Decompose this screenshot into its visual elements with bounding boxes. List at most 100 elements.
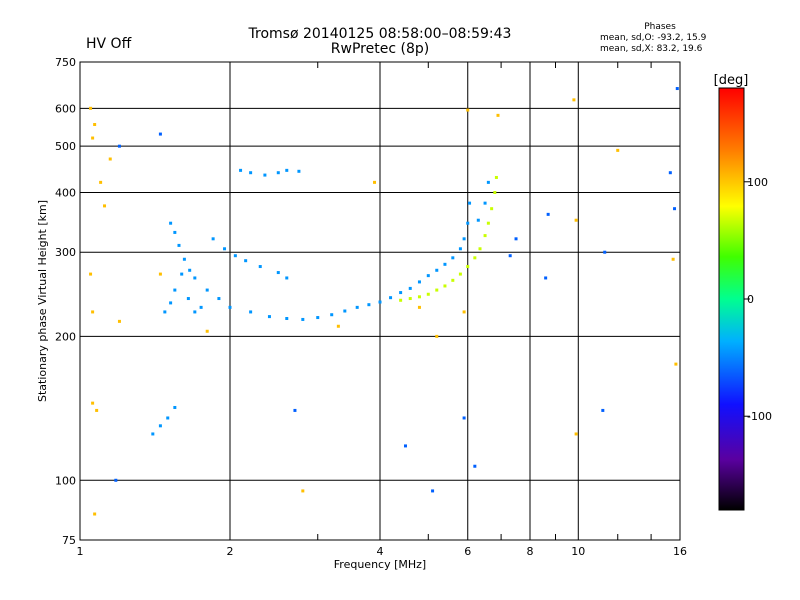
data-point	[399, 298, 403, 302]
data-point	[166, 416, 170, 420]
colorbar-tick-label: -100	[747, 410, 772, 423]
data-point	[228, 305, 232, 309]
data-point	[117, 319, 121, 323]
data-point	[316, 316, 320, 320]
data-point	[466, 221, 470, 225]
data-point	[244, 259, 248, 263]
data-point	[508, 254, 512, 258]
data-point	[616, 148, 620, 152]
data-point	[476, 218, 480, 222]
x-tick-label: 4	[377, 545, 384, 558]
data-point	[466, 108, 470, 112]
data-point	[233, 254, 237, 258]
data-point	[451, 256, 455, 260]
colorbar-ticks: 100 0 -100	[744, 176, 772, 423]
data-point	[173, 288, 177, 292]
x-tick-label: 2	[227, 545, 234, 558]
data-point	[493, 190, 497, 194]
data-point	[490, 207, 494, 211]
data-point	[468, 201, 472, 205]
data-point	[399, 291, 403, 295]
data-point	[668, 171, 672, 175]
data-point	[117, 144, 121, 148]
x-tick-label: 1	[77, 545, 84, 558]
data-point	[180, 272, 184, 276]
y-tick-label: 400	[55, 186, 76, 199]
data-point	[426, 292, 430, 296]
data-point	[193, 276, 197, 280]
data-point	[93, 123, 97, 127]
data-point	[91, 401, 95, 405]
data-point	[389, 296, 393, 300]
data-point	[336, 324, 340, 328]
data-point	[574, 432, 578, 436]
data-point	[211, 237, 215, 241]
data-point	[330, 313, 334, 317]
y-axis-label: Stationary phase Virtual Height [km]	[36, 200, 49, 402]
data-point	[544, 276, 548, 280]
data-point	[408, 297, 412, 301]
data-point	[486, 221, 490, 225]
data-point	[426, 274, 430, 278]
data-point	[494, 175, 498, 179]
data-point	[435, 268, 439, 272]
data-point	[673, 207, 677, 211]
data-point	[205, 288, 209, 292]
data-point	[223, 247, 227, 251]
data-point	[483, 201, 487, 205]
data-point	[173, 405, 177, 409]
colorbar-label: [deg]	[714, 73, 749, 88]
data-point	[193, 310, 197, 314]
y-tick-label: 600	[55, 102, 76, 115]
phases-line-x: mean, sd,X: 83.2, 19.6	[600, 44, 703, 54]
x-axis-label: Frequency [MHz]	[334, 558, 426, 571]
data-point	[458, 247, 462, 251]
data-point	[276, 271, 280, 275]
data-point	[173, 230, 177, 234]
data-point	[91, 136, 95, 140]
data-point	[158, 272, 162, 276]
chart-subtitle: RwPretec (8p)	[330, 41, 430, 57]
data-point	[355, 305, 359, 309]
data-point	[108, 157, 112, 161]
y-tick-label: 750	[55, 56, 76, 69]
data-point	[572, 98, 576, 102]
x-tick-label: 10	[571, 545, 585, 558]
data-point	[478, 247, 482, 251]
data-point	[182, 257, 186, 261]
data-point	[205, 329, 209, 333]
data-point	[293, 408, 297, 412]
data-point	[603, 250, 607, 254]
phases-box: Phases mean, sd,O: -93.2, 15.9 mean, sd,…	[600, 22, 720, 55]
data-point	[276, 171, 280, 175]
y-tick-label: 100	[55, 474, 76, 487]
data-point	[417, 305, 421, 309]
data-point	[431, 489, 435, 493]
data-point	[458, 272, 462, 276]
data-point	[417, 280, 421, 284]
data-point	[199, 305, 203, 309]
data-point	[403, 444, 407, 448]
data-point	[674, 362, 678, 366]
data-point	[435, 288, 439, 292]
data-point	[249, 171, 253, 175]
data-point	[158, 424, 162, 428]
data-point	[486, 180, 490, 184]
data-point	[188, 268, 192, 272]
data-point	[675, 87, 679, 91]
data-point	[496, 113, 500, 117]
x-tick-label: 16	[673, 545, 687, 558]
data-point	[435, 334, 439, 338]
data-point	[89, 106, 93, 110]
data-point	[95, 408, 99, 412]
data-point	[574, 218, 578, 222]
data-point	[103, 204, 107, 208]
data-point	[186, 297, 190, 301]
data-point	[483, 234, 487, 238]
data-point	[285, 168, 289, 172]
y-tick-label: 200	[55, 330, 76, 343]
data-point	[443, 262, 447, 266]
data-point	[114, 478, 118, 482]
data-point	[443, 284, 447, 288]
